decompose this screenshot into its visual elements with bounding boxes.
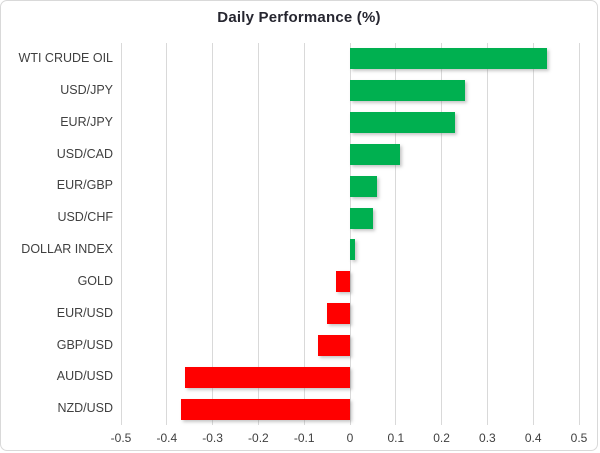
gridline bbox=[532, 43, 534, 425]
bar-dollar-index bbox=[350, 239, 355, 261]
gridline bbox=[578, 43, 580, 425]
x-tick-label: -0.1 bbox=[293, 431, 315, 445]
gridline bbox=[395, 43, 397, 425]
category-label: NZD/USD bbox=[57, 401, 113, 416]
bar-eur-usd bbox=[327, 303, 350, 325]
bar-wti-crude-oil bbox=[350, 48, 547, 70]
category-label: USD/CHF bbox=[57, 210, 113, 225]
x-tick-label: 0 bbox=[346, 431, 354, 445]
gridline bbox=[486, 43, 488, 425]
gridline bbox=[166, 43, 168, 425]
category-label: USD/CAD bbox=[56, 146, 113, 161]
bar-gold bbox=[336, 271, 350, 293]
category-label: AUD/USD bbox=[56, 369, 113, 384]
x-tick-label: -0.3 bbox=[202, 431, 223, 445]
bar-gbp-usd bbox=[317, 334, 350, 356]
bar-aud-usd bbox=[185, 366, 350, 388]
gridline bbox=[349, 43, 351, 425]
category-label: EUR/USD bbox=[56, 305, 113, 320]
x-tick-label: 0.1 bbox=[387, 431, 405, 445]
gridline bbox=[120, 43, 122, 425]
x-tick-label: 0.3 bbox=[479, 431, 496, 445]
x-tick-label: 0.5 bbox=[570, 431, 588, 445]
category-label: GBP/USD bbox=[56, 337, 113, 352]
x-tick-label: 0.2 bbox=[433, 431, 450, 445]
bar-usd-chf bbox=[350, 207, 373, 229]
category-label: WTI CRUDE OIL bbox=[18, 51, 113, 65]
chart-title: Daily Performance (%) bbox=[217, 9, 381, 26]
gridline bbox=[303, 43, 305, 425]
x-tick-label: -0.5 bbox=[110, 431, 132, 445]
bar-nzd-usd bbox=[180, 398, 350, 420]
bar-usd-jpy bbox=[350, 80, 465, 102]
plot-area bbox=[120, 43, 580, 425]
bar-eur-gbp bbox=[350, 175, 378, 197]
x-tick-label: 0.4 bbox=[524, 431, 542, 445]
gridline bbox=[441, 43, 443, 425]
bar-usd-cad bbox=[350, 143, 401, 165]
category-label: USD/JPY bbox=[60, 82, 113, 97]
gridline bbox=[257, 43, 259, 425]
category-label: EUR/JPY bbox=[60, 114, 113, 129]
category-label: GOLD bbox=[77, 273, 113, 288]
bar-eur-jpy bbox=[350, 112, 456, 134]
category-label: DOLLAR INDEX bbox=[21, 242, 113, 256]
x-tick-label: -0.2 bbox=[248, 431, 269, 445]
gridline bbox=[212, 43, 214, 425]
x-tick-label: -0.4 bbox=[156, 431, 178, 445]
category-label: EUR/GBP bbox=[56, 178, 113, 193]
